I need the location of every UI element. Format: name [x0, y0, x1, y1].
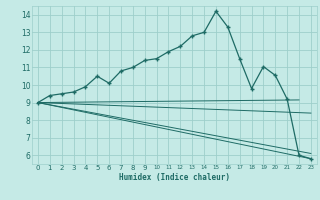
- X-axis label: Humidex (Indice chaleur): Humidex (Indice chaleur): [119, 173, 230, 182]
